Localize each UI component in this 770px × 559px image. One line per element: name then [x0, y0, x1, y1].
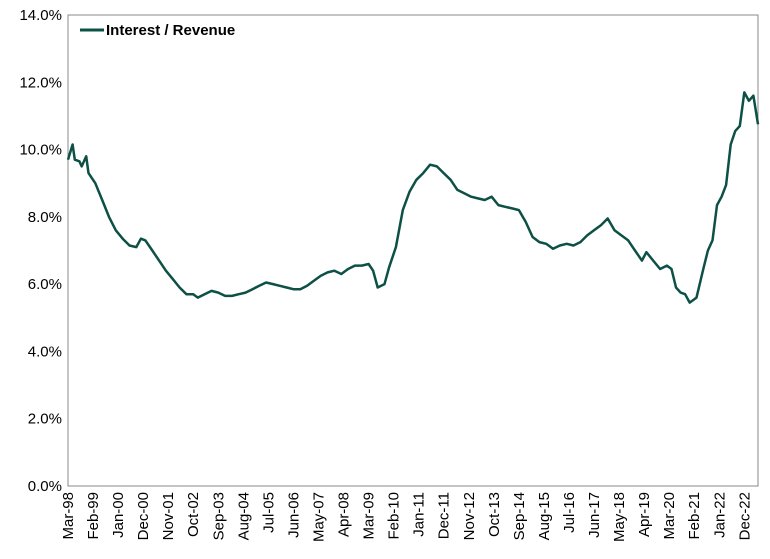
x-tick-label: Feb-99: [85, 492, 102, 540]
y-tick-label: 4.0%: [28, 343, 62, 360]
y-tick-label: 12.0%: [19, 74, 62, 91]
x-tick-label: Dec-22: [736, 492, 753, 540]
x-tick-label: Jul-16: [561, 492, 578, 533]
x-tick-label: Jan-22: [711, 492, 728, 538]
x-tick-label: Nov-12: [461, 492, 478, 540]
y-tick-label: 10.0%: [19, 142, 62, 159]
x-tick-label: Apr-08: [336, 492, 353, 537]
x-tick-label: Jan-00: [110, 492, 127, 538]
series-layer: [66, 91, 760, 304]
legend-label: Interest / Revenue: [106, 22, 235, 39]
x-tick-label: Nov-01: [160, 492, 177, 540]
x-tick-label: Feb-10: [386, 492, 403, 540]
plot-border: [67, 14, 759, 487]
y-tick-label: 8.0%: [28, 209, 62, 226]
plot-area: [67, 14, 759, 487]
y-tick-label: 2.0%: [28, 411, 62, 428]
x-tick-label: Mar-09: [361, 492, 378, 540]
x-tick-label: Jul-05: [260, 492, 277, 533]
legend: Interest / Revenue: [80, 22, 235, 39]
x-tick-label: Oct-13: [486, 492, 503, 537]
x-tick-label: May-18: [611, 492, 628, 542]
x-tick-label: Sep-14: [511, 492, 528, 540]
x-tick-label: Dec-00: [135, 492, 152, 540]
x-tick-label: Jan-11: [411, 492, 428, 537]
x-tick-label: Aug-04: [235, 492, 252, 540]
y-tick-label: 6.0%: [28, 276, 62, 293]
y-tick-label: 14.0%: [19, 7, 62, 24]
x-tick-label: Mar-98: [60, 492, 77, 540]
series-line-interest-revenue: [66, 91, 760, 304]
x-tick-label: Mar-20: [661, 492, 678, 540]
x-tick-label: Sep-03: [210, 492, 227, 540]
x-tick-label: Apr-19: [636, 492, 653, 537]
x-tick-label: May-07: [311, 492, 328, 542]
x-tick-label: Feb-21: [686, 492, 703, 540]
y-tick-label: 0.0%: [28, 478, 62, 495]
x-tick-label: Jun-06: [285, 492, 302, 538]
x-tick-label: Dec-11: [436, 492, 453, 539]
x-tick-label: Oct-02: [185, 492, 202, 537]
x-axis-tick-labels: Mar-98 Feb-99 Jan-00 Dec-00 Nov-01 Oct-02 Sep-…: [60, 492, 753, 542]
x-tick-label: Jun-17: [586, 492, 603, 538]
y-axis-tick-labels: 0.0% 2.0% 4.0% 6.0% 8.0% 10.0% 12.0% 14.0%: [19, 7, 62, 495]
x-tick-label: Aug-15: [536, 492, 553, 540]
